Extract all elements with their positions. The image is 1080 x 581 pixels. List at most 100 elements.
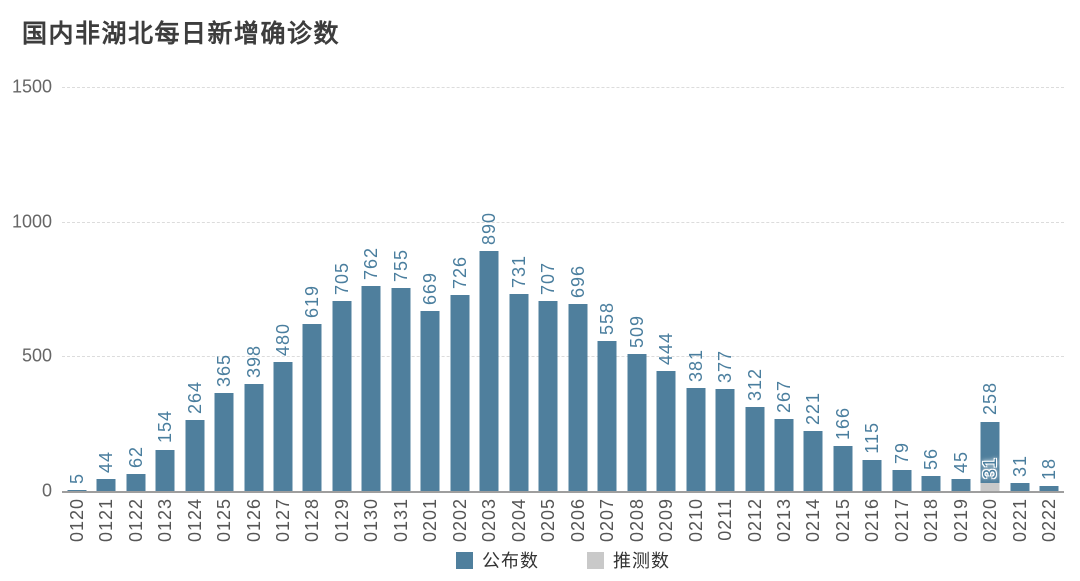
bar-slot: 44 0121: [91, 87, 120, 542]
x-tick-label: 0129: [331, 498, 352, 543]
announced-bar: [126, 474, 146, 491]
announced-bar: [774, 419, 794, 491]
announced-bar: [67, 489, 87, 491]
legend-swatch-announced: [456, 551, 473, 569]
x-tick-label: 0120: [66, 498, 87, 543]
bar-value-label: 398: [243, 344, 264, 378]
announced-bar: [715, 389, 735, 491]
x-tick-label: 0203: [479, 498, 500, 543]
announced-bar: [538, 300, 558, 491]
x-tick-label: 0206: [567, 498, 588, 543]
announced-bar: [568, 303, 588, 491]
bar-slot: 398 0126: [239, 87, 268, 542]
x-tick-label: 0221: [1009, 498, 1030, 543]
bar-value-label: 154: [155, 410, 176, 444]
announced-bar: [921, 475, 941, 491]
announced-bar: [1010, 482, 1030, 491]
bar-slot: 762 0130: [357, 87, 386, 542]
bar-slot: 56 0218: [917, 87, 946, 542]
x-tick-label: 0124: [184, 498, 205, 543]
bar-slot: 705 0129: [327, 87, 356, 542]
bar-value-label: 480: [273, 322, 294, 356]
bar-value-label: 5: [66, 472, 87, 484]
bar-slot: 619 0128: [298, 87, 327, 542]
bar-value-label: 18: [1039, 458, 1060, 481]
bar-value-label: 619: [302, 285, 323, 319]
x-tick-label: 0126: [243, 498, 264, 543]
x-tick-label: 0217: [891, 498, 912, 543]
x-tick-label: 0210: [685, 498, 706, 543]
announced-bar: [627, 353, 647, 491]
y-tick-label: 1000: [11, 211, 52, 232]
bar-slot: 509 0208: [622, 87, 651, 542]
x-tick-label: 0218: [921, 498, 942, 543]
bar-slot: 707 0205: [534, 87, 563, 543]
bar-value-label: 312: [744, 367, 765, 401]
legend: 公布数 推测数: [62, 547, 1064, 573]
x-tick-label: 0128: [302, 498, 323, 543]
bar-value-label: 44: [96, 451, 117, 474]
announced-bar: [332, 301, 352, 491]
bar-slot: 166 0215: [828, 87, 857, 542]
bar-value-label: 669: [420, 271, 441, 305]
bar-slot: 444 0209: [651, 87, 680, 542]
estimated-bar: [980, 482, 1000, 491]
bar-value-label: 45: [950, 450, 971, 473]
bar-value-label: 377: [715, 350, 736, 384]
announced-bar: [892, 469, 912, 491]
bar-slot: 62 0122: [121, 87, 150, 542]
bar-value-label: 365: [214, 353, 235, 387]
announced-bar: [96, 479, 116, 491]
bar-value-label: 762: [361, 246, 382, 280]
announced-bar: [656, 371, 676, 491]
announced-bar: [745, 406, 765, 491]
x-tick-label: 0127: [273, 498, 294, 543]
x-tick-label: 0208: [626, 498, 647, 543]
x-tick-label: 0222: [1039, 498, 1060, 543]
legend-swatch-estimated: [587, 551, 604, 569]
x-tick-label: 0219: [950, 498, 971, 543]
announced-bar: [862, 460, 882, 491]
y-tick-label: 1500: [11, 76, 52, 97]
announced-bar: [185, 419, 205, 491]
bar-slot: 5 0120: [62, 87, 91, 542]
estimated-value-label: 31: [980, 456, 1001, 479]
bar-slot: 377 0211: [710, 87, 739, 540]
bar-value-label: 166: [832, 407, 853, 441]
x-tick-label: 0215: [832, 498, 853, 543]
x-tick-label: 0216: [862, 498, 883, 543]
bar-value-label: 726: [449, 256, 470, 290]
announced-bar: [214, 392, 234, 491]
bar-value-label: 731: [508, 255, 529, 289]
x-tick-label: 0205: [538, 498, 559, 543]
bar-slot: 365 0125: [209, 87, 238, 542]
bar-value-label: 62: [125, 446, 146, 469]
bar-slot: 18 0222: [1034, 87, 1063, 542]
bar-value-label: 267: [773, 380, 794, 414]
bar-value-label: 509: [626, 314, 647, 348]
bar-value-label: 890: [479, 212, 500, 246]
bar-slot: 45 0219: [946, 87, 975, 542]
bar-value-label: 79: [891, 441, 912, 464]
bar-slot: 115 0216: [858, 87, 887, 542]
x-tick-label: 0121: [96, 498, 117, 543]
announced-bar: [980, 421, 1000, 491]
announced-bar: [273, 361, 293, 491]
bar-slot: 154 0123: [150, 87, 179, 542]
bar-value-label: 258: [980, 382, 1001, 416]
bar-slot: 696 0206: [563, 87, 592, 543]
bar-slot: 79 0217: [887, 87, 916, 542]
bar-value-label: 264: [184, 380, 205, 414]
bar-slot: 755 0131: [386, 87, 415, 542]
bar-value-label: 115: [862, 422, 883, 455]
x-tick-label: 0131: [390, 498, 411, 543]
gridline: [62, 87, 1064, 88]
announced-bar: [1039, 486, 1059, 491]
bar-slot: 669 0201: [416, 87, 445, 542]
y-tick-label: 0: [41, 480, 52, 501]
x-tick-label: 0202: [449, 498, 470, 543]
legend-label-estimated: 推测数: [613, 551, 670, 571]
announced-bar: [420, 310, 440, 491]
bar-slot: 221 0214: [799, 87, 828, 542]
